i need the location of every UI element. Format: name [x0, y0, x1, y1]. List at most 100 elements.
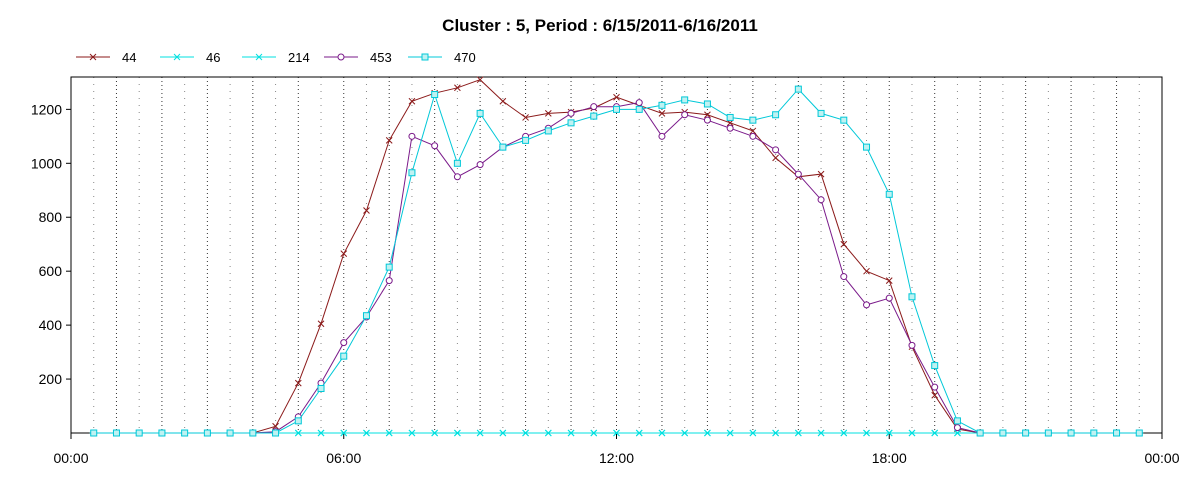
- data-point: [476, 429, 484, 437]
- data-point: [772, 111, 780, 119]
- data-point: [272, 429, 280, 437]
- data-point: [112, 429, 120, 437]
- data-point: [726, 124, 734, 132]
- data-point: [590, 112, 598, 120]
- x-tick-label: 12:00: [599, 450, 634, 466]
- data-point: [817, 170, 825, 178]
- data-point: [658, 429, 666, 437]
- data-point: [908, 341, 916, 349]
- series-line: [93, 102, 1140, 434]
- data-point: [613, 93, 620, 101]
- data-point: [704, 111, 711, 119]
- data-point: [340, 250, 348, 258]
- data-point: [794, 170, 802, 178]
- data-point: [294, 417, 302, 425]
- data-point: [226, 429, 234, 437]
- data-point: [385, 277, 393, 285]
- data-point: [1044, 429, 1052, 437]
- data-point: [317, 320, 325, 328]
- data-point: [613, 429, 620, 437]
- data-point: [931, 429, 939, 437]
- data-point: [255, 53, 263, 61]
- legend-label: 453: [370, 50, 392, 65]
- data-point: [817, 429, 825, 437]
- data-point: [863, 429, 870, 437]
- chart-title: Cluster : 5, Period : 6/15/2011-6/16/201…: [442, 16, 758, 35]
- data-point: [772, 154, 779, 162]
- data-point: [340, 339, 348, 347]
- data-point: [703, 100, 711, 108]
- data-point: [294, 379, 302, 387]
- data-point: [431, 91, 439, 99]
- data-point: [635, 99, 643, 107]
- data-point: [908, 293, 916, 301]
- data-point: [999, 429, 1007, 437]
- data-point: [453, 173, 461, 181]
- grid: [93, 77, 1140, 433]
- data-point: [590, 103, 598, 111]
- data-point: [749, 116, 757, 124]
- y-tick-label: 800: [39, 209, 63, 225]
- data-point: [840, 116, 848, 124]
- data-point: [817, 109, 825, 117]
- data-point: [954, 429, 961, 437]
- x-tick-label: 06:00: [326, 450, 361, 466]
- data-point: [421, 53, 429, 61]
- legend-entry: 46: [160, 50, 220, 65]
- data-point: [817, 196, 825, 204]
- series-44: [90, 76, 1143, 437]
- data-point: [135, 429, 143, 437]
- series-470: [90, 85, 1143, 437]
- data-point: [454, 84, 461, 92]
- data-point: [840, 273, 848, 281]
- data-point: [931, 383, 939, 391]
- data-point: [567, 119, 575, 127]
- data-point: [1067, 429, 1075, 437]
- data-point: [522, 429, 529, 437]
- legend-label: 46: [206, 50, 220, 65]
- data-point: [317, 385, 325, 392]
- data-point: [272, 422, 279, 430]
- y-tick-label: 400: [39, 317, 63, 333]
- data-point: [317, 429, 325, 437]
- data-point: [1113, 429, 1121, 437]
- legend-entry: 470: [408, 50, 476, 65]
- data-point: [863, 301, 871, 309]
- data-point: [385, 137, 393, 144]
- y-tick-label: 600: [39, 263, 63, 279]
- data-point: [363, 207, 370, 214]
- data-point: [658, 101, 666, 109]
- legend-entry: 453: [324, 50, 392, 65]
- data-point: [658, 132, 666, 140]
- y-tick-label: 1000: [31, 155, 62, 171]
- data-point: [885, 429, 893, 437]
- legend-entry: 214: [242, 50, 310, 65]
- data-point: [340, 352, 348, 360]
- data-point: [863, 143, 871, 151]
- data-point: [681, 96, 689, 104]
- data-point: [476, 109, 484, 117]
- data-point: [772, 146, 780, 154]
- data-point: [635, 105, 643, 113]
- data-point: [681, 111, 689, 119]
- data-point: [840, 429, 848, 437]
- data-point: [431, 142, 439, 150]
- data-point: [794, 429, 802, 437]
- data-point: [749, 127, 757, 135]
- data-point: [89, 53, 97, 61]
- data-point: [658, 110, 666, 117]
- data-point: [90, 429, 98, 437]
- data-point: [337, 53, 345, 61]
- data-point: [772, 429, 779, 437]
- data-point: [749, 429, 757, 437]
- data-point: [544, 127, 552, 135]
- legend-entry: 44: [76, 50, 136, 65]
- legend-label: 214: [288, 50, 310, 65]
- data-point: [749, 132, 757, 140]
- data-point: [499, 429, 507, 437]
- data-point: [931, 391, 939, 399]
- data-point: [544, 429, 552, 437]
- data-point: [590, 429, 598, 437]
- data-point: [885, 294, 893, 302]
- data-point: [794, 85, 802, 93]
